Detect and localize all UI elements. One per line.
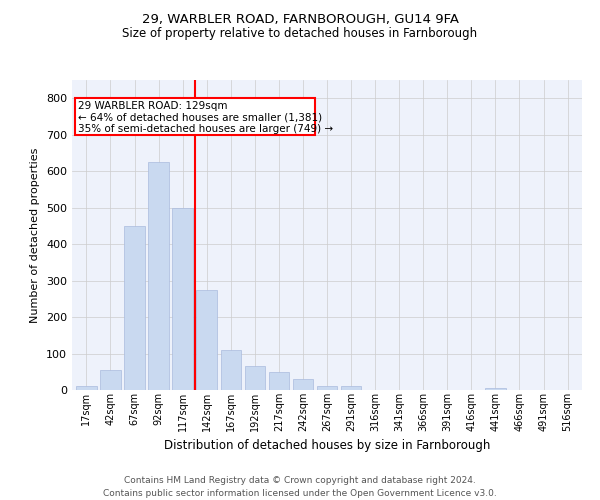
- Bar: [76, 386, 97, 390]
- Bar: [196, 290, 217, 390]
- Bar: [269, 372, 289, 390]
- Bar: [75, 98, 315, 134]
- Y-axis label: Number of detached properties: Number of detached properties: [31, 148, 40, 322]
- Text: Size of property relative to detached houses in Farnborough: Size of property relative to detached ho…: [122, 28, 478, 40]
- Bar: [317, 386, 337, 390]
- Text: 29 WARBLER ROAD: 129sqm: 29 WARBLER ROAD: 129sqm: [79, 101, 228, 111]
- Bar: [172, 208, 193, 390]
- Bar: [124, 226, 145, 390]
- Text: Contains HM Land Registry data © Crown copyright and database right 2024.
Contai: Contains HM Land Registry data © Crown c…: [103, 476, 497, 498]
- Bar: [293, 379, 313, 390]
- Text: 29, WARBLER ROAD, FARNBOROUGH, GU14 9FA: 29, WARBLER ROAD, FARNBOROUGH, GU14 9FA: [142, 12, 458, 26]
- Text: 35% of semi-detached houses are larger (749) →: 35% of semi-detached houses are larger (…: [79, 124, 334, 134]
- Bar: [148, 162, 169, 390]
- Bar: [485, 388, 506, 390]
- Bar: [100, 370, 121, 390]
- X-axis label: Distribution of detached houses by size in Farnborough: Distribution of detached houses by size …: [164, 439, 490, 452]
- Bar: [341, 386, 361, 390]
- Bar: [245, 366, 265, 390]
- Bar: [221, 350, 241, 390]
- Text: ← 64% of detached houses are smaller (1,381): ← 64% of detached houses are smaller (1,…: [79, 112, 323, 122]
